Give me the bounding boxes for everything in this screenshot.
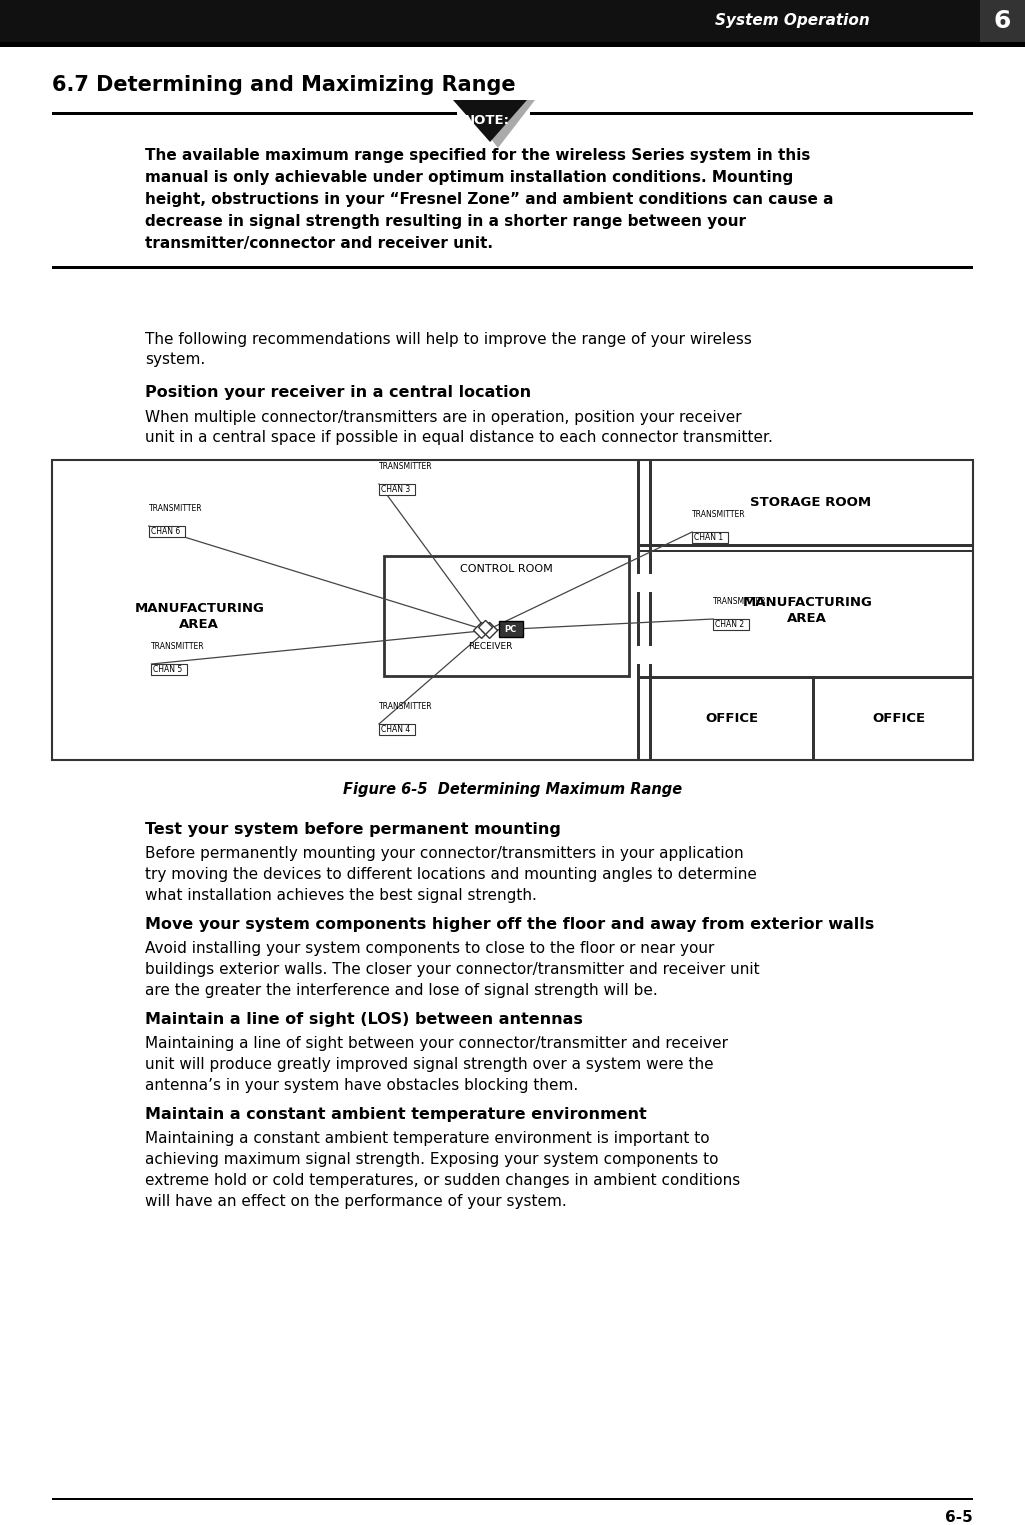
Text: TRANSMITTER: TRANSMITTER: [152, 642, 205, 651]
Bar: [52, 461, 973, 759]
Text: Maintain a line of sight (LOS) between antennas: Maintain a line of sight (LOS) between a…: [145, 1013, 583, 1026]
Text: Maintaining a line of sight between your connector/transmitter and receiver: Maintaining a line of sight between your…: [145, 1035, 728, 1051]
Text: unit will produce greatly improved signal strength over a system were the: unit will produce greatly improved signa…: [145, 1057, 713, 1072]
Text: Before permanently mounting your connector/transmitters in your application: Before permanently mounting your connect…: [145, 846, 743, 862]
Text: are the greater the interference and lose of signal strength will be.: are the greater the interference and los…: [145, 984, 658, 997]
Text: CONTROL ROOM: CONTROL ROOM: [460, 564, 552, 573]
Text: achieving maximum signal strength. Exposing your system components to: achieving maximum signal strength. Expos…: [145, 1151, 719, 1167]
Text: CHAN 2: CHAN 2: [715, 621, 744, 628]
Bar: [713, 619, 749, 630]
Bar: [498, 621, 523, 637]
Text: CHAN 1: CHAN 1: [694, 534, 724, 541]
Text: 6-5: 6-5: [945, 1510, 973, 1525]
Text: unit in a central space if possible in equal distance to each connector transmit: unit in a central space if possible in e…: [145, 430, 773, 445]
Text: MANUFACTURING
AREA: MANUFACTURING AREA: [134, 601, 264, 630]
Text: PC: PC: [504, 625, 517, 634]
Text: height, obstructions in your “Fresnel Zone” and ambient conditions can cause a: height, obstructions in your “Fresnel Zo…: [145, 192, 833, 207]
Bar: [0, 43, 1025, 47]
Text: manual is only achievable under optimum installation conditions. Mounting: manual is only achievable under optimum …: [145, 169, 793, 185]
Text: Maintain a constant ambient temperature environment: Maintain a constant ambient temperature …: [145, 1107, 647, 1122]
Text: STORAGE ROOM: STORAGE ROOM: [750, 496, 871, 508]
Text: When multiple connector/transmitters are in operation, position your receiver: When multiple connector/transmitters are…: [145, 410, 742, 425]
Text: CHAN 4: CHAN 4: [381, 724, 410, 734]
Text: Maintaining a constant ambient temperature environment is important to: Maintaining a constant ambient temperatu…: [145, 1132, 709, 1145]
Text: OFFICE: OFFICE: [872, 712, 926, 724]
Bar: [152, 663, 188, 676]
Text: system.: system.: [145, 352, 205, 368]
Text: buildings exterior walls. The closer your connector/transmitter and receiver uni: buildings exterior walls. The closer you…: [145, 962, 760, 978]
Bar: [530, 111, 973, 114]
Polygon shape: [482, 622, 497, 639]
Polygon shape: [461, 101, 535, 148]
Text: CHAN 6: CHAN 6: [151, 528, 180, 535]
Bar: [637, 461, 640, 759]
Polygon shape: [474, 622, 490, 639]
Text: TRANSMITTER: TRANSMITTER: [379, 702, 433, 711]
Bar: [52, 111, 457, 114]
Text: Position your receiver in a central location: Position your receiver in a central loca…: [145, 384, 531, 400]
Bar: [636, 573, 654, 592]
Bar: [52, 265, 973, 268]
Polygon shape: [479, 621, 493, 634]
Bar: [52, 1498, 973, 1501]
Text: try moving the devices to different locations and mounting angles to determine: try moving the devices to different loca…: [145, 868, 756, 881]
Text: OFFICE: OFFICE: [705, 712, 758, 724]
Text: will have an effect on the performance of your system.: will have an effect on the performance o…: [145, 1194, 567, 1209]
Text: TRANSMITTER: TRANSMITTER: [149, 503, 202, 512]
Text: Test your system before permanent mounting: Test your system before permanent mounti…: [145, 822, 561, 837]
Bar: [636, 647, 654, 663]
Bar: [637, 551, 973, 552]
Text: System Operation: System Operation: [715, 14, 870, 29]
Text: TRANSMITTER: TRANSMITTER: [692, 509, 746, 518]
Text: decrease in signal strength resulting in a shorter range between your: decrease in signal strength resulting in…: [145, 214, 746, 229]
Text: Figure 6-5  Determining Maximum Range: Figure 6-5 Determining Maximum Range: [343, 782, 682, 798]
Text: NOTE:: NOTE:: [464, 114, 510, 127]
Bar: [379, 724, 415, 735]
Bar: [149, 526, 184, 537]
Bar: [812, 676, 815, 759]
Text: The available maximum range specified for the wireless Series system in this: The available maximum range specified fo…: [145, 148, 811, 163]
Text: CHAN 3: CHAN 3: [381, 485, 410, 494]
Bar: [637, 676, 973, 679]
Text: Move your system components higher off the floor and away from exterior walls: Move your system components higher off t…: [145, 917, 874, 932]
Text: TRANSMITTER: TRANSMITTER: [379, 462, 433, 471]
Bar: [637, 544, 973, 547]
Bar: [692, 532, 728, 543]
Polygon shape: [453, 101, 527, 142]
Text: 6.7 Determining and Maximizing Range: 6.7 Determining and Maximizing Range: [52, 75, 516, 95]
Text: 6: 6: [993, 9, 1011, 34]
Text: TRANSMITTER: TRANSMITTER: [713, 596, 767, 605]
Text: antenna’s in your system have obstacles blocking them.: antenna’s in your system have obstacles …: [145, 1078, 578, 1093]
Bar: [379, 483, 415, 496]
Text: Avoid installing your system components to close to the floor or near your: Avoid installing your system components …: [145, 941, 714, 956]
Bar: [0, 0, 1025, 43]
Bar: [649, 461, 652, 759]
Text: extreme hold or cold temperatures, or sudden changes in ambient conditions: extreme hold or cold temperatures, or su…: [145, 1173, 740, 1188]
Text: transmitter/connector and receiver unit.: transmitter/connector and receiver unit.: [145, 236, 493, 252]
Text: RECEIVER: RECEIVER: [468, 642, 512, 651]
Text: CHAN 5: CHAN 5: [154, 665, 182, 674]
Bar: [980, 0, 1025, 43]
Bar: [383, 557, 628, 676]
Text: The following recommendations will help to improve the range of your wireless: The following recommendations will help …: [145, 332, 752, 348]
Text: MANUFACTURING
AREA: MANUFACTURING AREA: [742, 595, 872, 625]
Text: what installation achieves the best signal strength.: what installation achieves the best sign…: [145, 888, 537, 903]
